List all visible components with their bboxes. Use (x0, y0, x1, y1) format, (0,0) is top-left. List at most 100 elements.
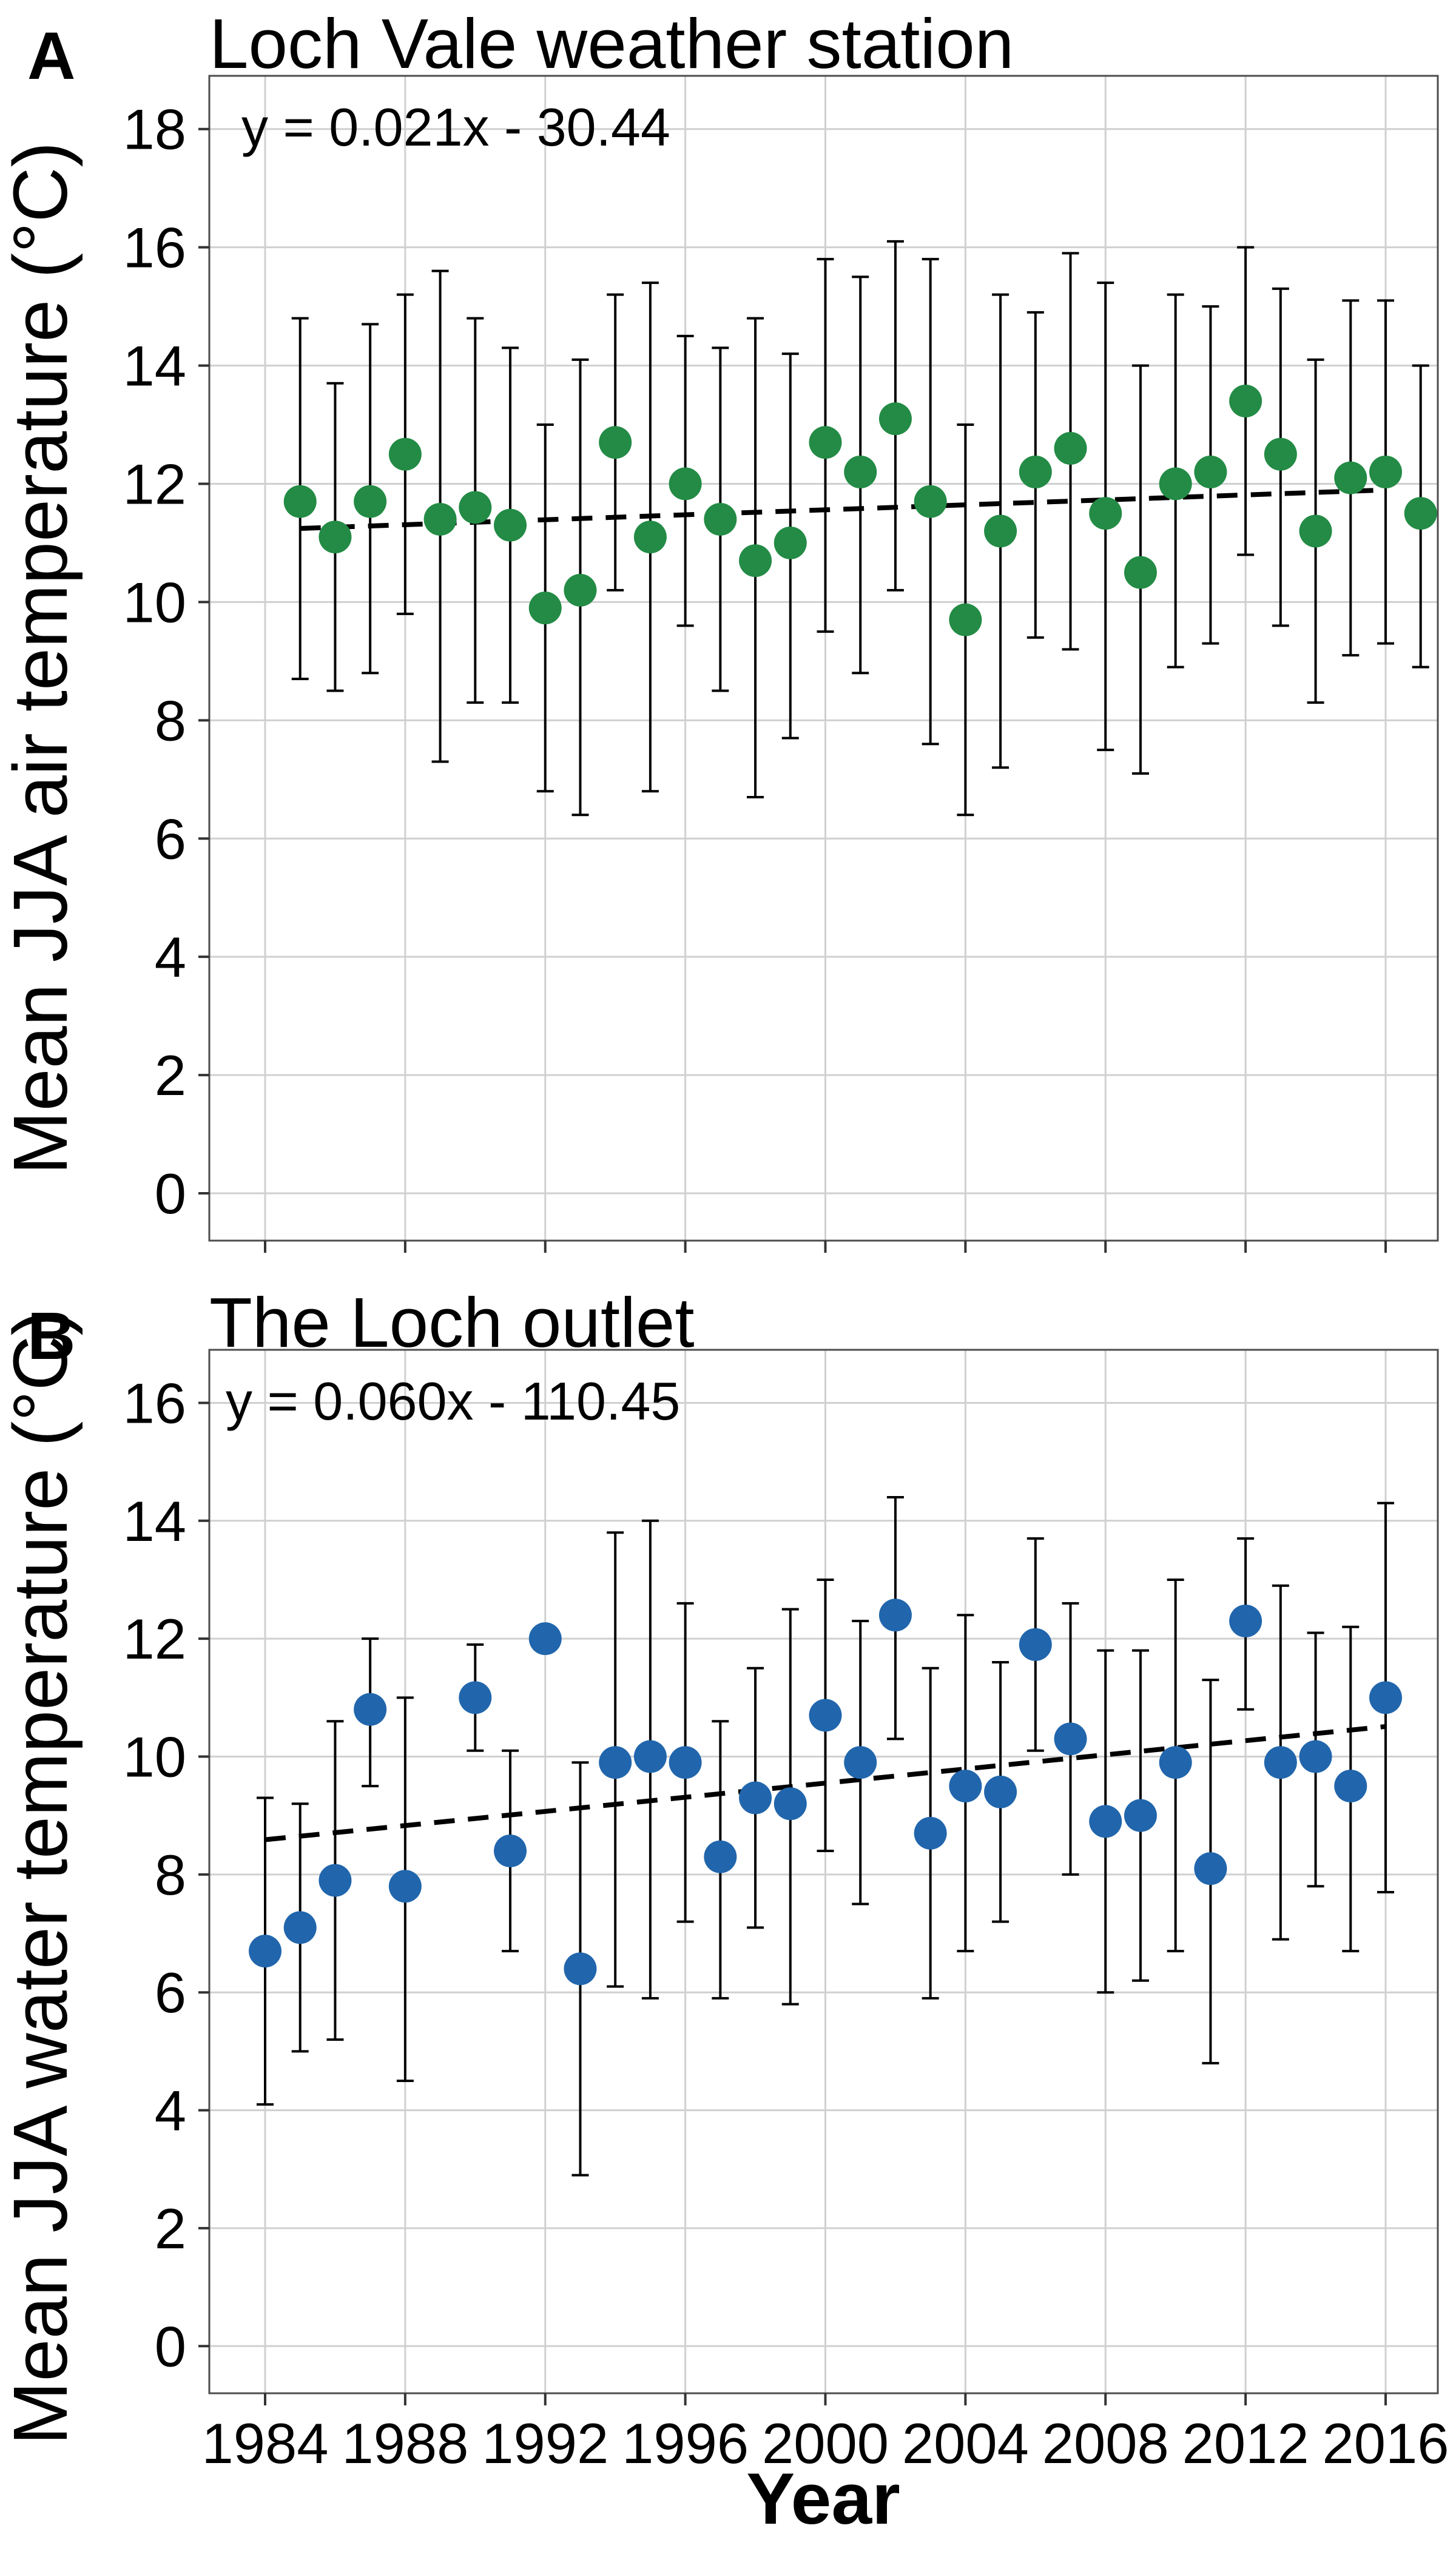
panel-a-data-point (1019, 455, 1052, 488)
panel-b-data-point (809, 1699, 842, 1732)
panel-b-data-point (704, 1840, 737, 1873)
panel-a-ytick-label: 0 (155, 1162, 186, 1225)
panel-a-frame (208, 75, 1439, 1242)
panel-a-data-point (459, 491, 492, 524)
panel-b-ytick-label: 12 (123, 1607, 186, 1671)
panel-b-ytick-label: 2 (155, 2197, 186, 2260)
panel-a-data-point (878, 402, 912, 436)
panel-b-equation: y = 0.060x - 110.45 (226, 1371, 680, 1431)
panel-a-data-point (318, 521, 352, 554)
panel-b-ytick-label: 0 (155, 2314, 186, 2378)
panel-b-data-point (249, 1935, 281, 1968)
panel-b-ytick-label: 10 (123, 1725, 186, 1789)
panel-b-xtick-label: 1992 (482, 2411, 608, 2475)
panel-a-data-point (564, 573, 597, 607)
panel-a-ytick-label: 14 (123, 334, 186, 398)
panel-b-points (249, 1599, 1402, 1986)
panel-a-ytick-label: 10 (123, 570, 186, 634)
panel-b-xtick-label: 2012 (1182, 2411, 1309, 2475)
panel-b-data-point (1264, 1746, 1297, 1779)
panel-a-ylabel: Mean JJA air temperature (°C) (0, 142, 83, 1175)
panel-b-data-point (914, 1816, 947, 1850)
panel-b-data-point (564, 1952, 597, 1986)
panel-b-xtick-label: 1988 (342, 2411, 468, 2475)
panel-b-ticks: 0 2 4 6 8 10 12 14 16 1984 1988 1992 1996 2000 2004 200… (123, 1371, 1449, 2475)
panel-b-data-point (459, 1681, 492, 1714)
panel-a-data-point (354, 485, 387, 518)
panel-b-data-point (1229, 1605, 1262, 1638)
panel-a-grid (209, 76, 1438, 1241)
panel-a-data-point (1299, 514, 1332, 548)
panel-a-data-point (283, 485, 317, 518)
panel-b-ytick-label: 16 (123, 1371, 186, 1435)
panel-b: 0 2 4 6 8 10 12 14 16 1984 1988 1992 1996 2000 2004 200… (0, 1283, 1449, 2475)
panel-a-errorbars (291, 240, 1429, 817)
panel-a-letter: A (27, 19, 75, 93)
panel-a-data-point (844, 455, 877, 488)
panel-a-data-point (949, 603, 982, 636)
panel-a-equation: y = 0.021x - 30.44 (241, 97, 670, 157)
panel-a-data-point (984, 514, 1017, 548)
panel-b-data-point (844, 1746, 877, 1779)
panel-b-data-point (599, 1746, 632, 1779)
panel-a-ytick-label: 6 (155, 807, 186, 871)
panel-a-data-point (1334, 461, 1367, 494)
panel-a-data-point (774, 526, 807, 559)
panel-a-data-point (669, 467, 702, 500)
panel-a-ticks: 0 2 4 6 8 10 12 14 16 18 (123, 98, 1387, 1253)
panel-b-data-point (984, 1775, 1017, 1808)
panel-b-grid (209, 1350, 1438, 2393)
panel-b-data-point (494, 1834, 527, 1867)
panel-b-ytick-label: 6 (155, 1961, 186, 2024)
panel-a-data-point (739, 544, 772, 578)
panel-a-data-point (1194, 455, 1227, 488)
panel-b-data-point (774, 1787, 807, 1821)
panel-b-letter: B (27, 1299, 75, 1373)
panel-a-data-point (1229, 385, 1262, 418)
panel-a: 0 2 4 6 8 10 12 14 16 18 A Loch Vale weather stat… (0, 4, 1439, 1253)
panel-a-data-point (528, 591, 562, 625)
panel-b-xtick-label: 2008 (1042, 2411, 1169, 2475)
panel-b-data-point (354, 1693, 387, 1726)
panel-b-data-point (1194, 1852, 1227, 1885)
panel-a-data-point (599, 426, 632, 459)
panel-b-data-point (949, 1770, 982, 1803)
panel-b-ytick-label: 4 (155, 2079, 186, 2143)
panel-a-data-point (704, 502, 737, 536)
panel-a-ytick-label: 2 (155, 1043, 186, 1107)
panel-b-data-point (388, 1870, 422, 1903)
panel-b-data-point (878, 1599, 912, 1632)
panel-b-xtick-label: 2000 (762, 2411, 889, 2475)
panel-b-xtick-label: 2016 (1322, 2411, 1449, 2475)
panel-b-data-point (1019, 1628, 1052, 1661)
panel-a-data-point (423, 502, 457, 536)
panel-b-xtick-label: 2004 (902, 2411, 1029, 2475)
panel-b-title: The Loch outlet (209, 1283, 695, 1362)
panel-b-data-point (739, 1781, 772, 1815)
panel-a-ytick-label: 18 (123, 98, 186, 161)
panel-b-ytick-label: 8 (155, 1843, 186, 1907)
panel-a-data-point (1089, 497, 1122, 530)
panel-a-ytick-label: 12 (123, 452, 186, 516)
panel-a-data-point (1159, 467, 1192, 500)
panel-a-data-point (809, 426, 842, 459)
panel-b-xtick-label: 1996 (622, 2411, 749, 2475)
panel-b-data-point (1334, 1770, 1367, 1803)
panel-a-title: Loch Vale weather station (209, 4, 1014, 83)
panel-b-data-point (1369, 1681, 1402, 1714)
panel-b-ytick-label: 14 (123, 1489, 186, 1553)
panel-a-ytick-label: 8 (155, 689, 186, 752)
panel-b-data-point (1089, 1805, 1122, 1838)
panel-b-data-point (669, 1746, 702, 1779)
panel-b-ylabel: Mean JJA water temperature (°C) (0, 1310, 83, 2445)
panel-a-data-point (1124, 556, 1157, 589)
panel-b-data-point (1299, 1740, 1332, 1773)
panel-a-data-point (1054, 432, 1087, 465)
panel-b-xtick-label: 1984 (201, 2411, 328, 2475)
panel-a-data-point (633, 521, 667, 554)
panel-a-data-point (914, 485, 947, 518)
panel-b-data-point (318, 1864, 352, 1897)
panel-b-data-point (633, 1740, 667, 1773)
